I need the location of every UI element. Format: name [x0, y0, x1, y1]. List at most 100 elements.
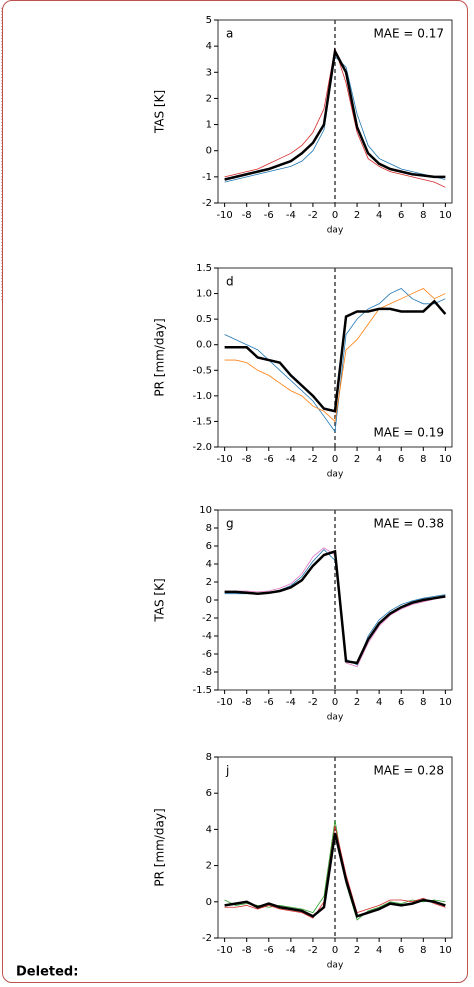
- series-line: [224, 47, 446, 181]
- x-tick-label: 8: [420, 697, 426, 708]
- y-tick-label: 3: [206, 67, 212, 78]
- x-axis-label: day: [327, 226, 344, 236]
- y-tick-label: -2: [202, 198, 212, 209]
- x-tick-label: -4: [286, 697, 296, 708]
- x-tick-label: 2: [354, 454, 360, 465]
- y-tick-label: 1.0: [196, 289, 212, 300]
- x-tick-label: -8: [242, 454, 252, 465]
- y-tick-label: 2: [206, 93, 212, 104]
- y-tick-label: -1.0: [192, 391, 212, 402]
- x-tick-label: 0: [332, 454, 338, 465]
- y-tick-label: -2: [202, 933, 212, 944]
- mae-annotation: MAE = 0.38: [373, 517, 444, 531]
- y-tick-label: -8: [202, 667, 212, 678]
- x-tick-label: 10: [439, 945, 452, 956]
- x-tick-label: 0: [332, 945, 338, 956]
- x-tick-label: -10: [216, 210, 232, 221]
- x-tick-label: 4: [376, 945, 382, 956]
- x-tick-label: 8: [420, 945, 426, 956]
- x-tick-label: -2: [308, 454, 318, 465]
- y-axis-label: TAS [K]: [153, 578, 167, 622]
- x-tick-label: 0: [332, 210, 338, 221]
- y-tick-label: 1: [206, 120, 212, 131]
- y-tick-label: 8: [206, 752, 212, 763]
- y-axis-label: PR [mm/day]: [153, 808, 167, 886]
- x-axis-label: day: [327, 961, 344, 971]
- y-tick-label: -2.0: [192, 442, 212, 453]
- deleted-label: Deleted:: [16, 965, 78, 980]
- y-tick-label: 10: [199, 505, 212, 516]
- x-tick-label: -10: [216, 454, 232, 465]
- y-tick-label: 2: [206, 577, 212, 588]
- y-tick-label: 0: [206, 897, 212, 908]
- x-tick-label: -10: [216, 697, 232, 708]
- x-tick-label: 6: [398, 454, 404, 465]
- y-tick-label: 6: [206, 541, 212, 552]
- x-tick-label: 8: [420, 454, 426, 465]
- y-axis-label: PR [mm/day]: [153, 318, 167, 396]
- x-tick-label: 2: [354, 945, 360, 956]
- x-tick-label: -6: [264, 210, 274, 221]
- panel-letter: g: [226, 517, 234, 531]
- y-axis-label: TAS [K]: [153, 90, 167, 134]
- x-tick-label: -4: [286, 454, 296, 465]
- mae-annotation: MAE = 0.19: [373, 426, 444, 440]
- series-line: [224, 299, 447, 413]
- y-tick-label: 0: [206, 595, 212, 606]
- y-tick-label: 8: [206, 523, 212, 534]
- series-line: [224, 287, 446, 423]
- mae-annotation: MAE = 0.17: [373, 27, 444, 41]
- x-axis-label: day: [327, 713, 344, 723]
- x-tick-label: -2: [308, 945, 318, 956]
- x-tick-label: 10: [439, 454, 452, 465]
- x-tick-label: 10: [439, 210, 452, 221]
- revision-frame: [2, 0, 468, 983]
- y-tick-label: -1.5: [192, 416, 212, 427]
- x-axis-label: day: [327, 470, 344, 480]
- x-tick-label: 10: [439, 697, 452, 708]
- y-tick-label: 0.5: [196, 314, 212, 325]
- x-tick-label: -6: [264, 697, 274, 708]
- x-tick-label: -10: [216, 945, 232, 956]
- x-tick-label: 4: [376, 210, 382, 221]
- panel-letter: d: [226, 275, 234, 289]
- mae-annotation: MAE = 0.28: [373, 764, 444, 778]
- y-tick-label: 6: [206, 788, 212, 799]
- x-tick-label: 6: [398, 945, 404, 956]
- y-tick-label: 1.5: [196, 263, 212, 274]
- y-tick-label: -1.5: [192, 685, 212, 696]
- y-tick-label: -4: [202, 631, 212, 642]
- y-tick-label: 2: [206, 861, 212, 872]
- x-tick-label: -2: [308, 697, 318, 708]
- y-tick-label: -1: [202, 172, 212, 183]
- x-tick-label: 4: [376, 697, 382, 708]
- series-line: [224, 547, 446, 668]
- y-tick-label: 4: [206, 41, 212, 52]
- y-tick-label: 4: [206, 824, 212, 835]
- y-tick-label: -0.5: [192, 365, 212, 376]
- x-tick-label: -6: [264, 454, 274, 465]
- series-line: [224, 549, 446, 665]
- y-tick-label: 0: [206, 146, 212, 157]
- y-tick-label: 4: [206, 559, 212, 570]
- panel-letter: a: [226, 27, 233, 41]
- x-tick-label: -8: [242, 697, 252, 708]
- x-tick-label: -4: [286, 945, 296, 956]
- y-tick-label: -6: [202, 649, 212, 660]
- y-tick-label: -2: [202, 613, 212, 624]
- series-line: [224, 825, 446, 919]
- series-line: [224, 832, 446, 918]
- x-tick-label: -8: [242, 945, 252, 956]
- x-tick-label: 6: [398, 697, 404, 708]
- x-tick-label: 6: [398, 210, 404, 221]
- x-tick-label: -6: [264, 945, 274, 956]
- x-tick-label: 2: [354, 697, 360, 708]
- y-tick-label: 5: [206, 15, 212, 26]
- x-tick-label: -8: [242, 210, 252, 221]
- x-tick-label: 8: [420, 210, 426, 221]
- panel-letter: j: [225, 764, 229, 778]
- x-tick-label: -2: [308, 210, 318, 221]
- y-tick-label: 0.0: [196, 340, 212, 351]
- x-tick-label: 0: [332, 697, 338, 708]
